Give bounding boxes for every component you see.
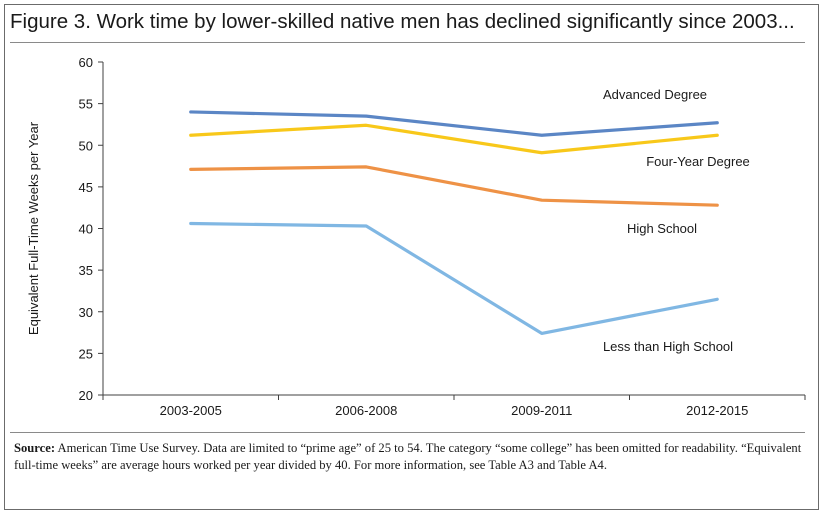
x-tick-label: 2006-2008	[335, 403, 397, 418]
source-divider	[10, 432, 805, 433]
y-tick-label: 55	[79, 97, 93, 112]
source-text: American Time Use Survey. Data are limit…	[14, 441, 802, 472]
series-label: Less than High School	[603, 339, 733, 354]
series-line-1	[189, 123, 719, 155]
series-label: Four-Year Degree	[646, 154, 750, 169]
source-note: Source: American Time Use Survey. Data a…	[14, 440, 804, 474]
x-tick-label: 2012-2015	[686, 403, 748, 418]
y-tick-label: 50	[79, 138, 93, 153]
series-line-2	[189, 165, 719, 207]
y-tick-label: 35	[79, 263, 93, 278]
series-line-3	[189, 221, 719, 335]
y-tick-label: 40	[79, 222, 93, 237]
source-label: Source:	[14, 441, 56, 455]
line-chart: 20 25 30 35 40 45 50 55 60 2003-2005 2006-2008 2009…	[26, 55, 806, 418]
series-label: High School	[627, 221, 697, 236]
x-tick-label: 2009-2011	[511, 403, 572, 418]
y-tick-label: 30	[79, 305, 93, 320]
series-label: Advanced Degree	[603, 87, 707, 102]
figure-title: Figure 3. Work time by lower-skilled nat…	[10, 10, 795, 33]
title-divider	[10, 42, 805, 43]
x-tick-label: 2003-2005	[160, 403, 222, 418]
y-axis-label: Equivalent Full-Time Weeks per Year	[26, 121, 41, 335]
series-line-0	[189, 110, 719, 137]
figure-frame	[4, 4, 819, 510]
y-tick-label: 45	[79, 180, 93, 195]
y-tick-label: 25	[79, 346, 93, 361]
y-tick-label: 60	[79, 55, 93, 70]
y-tick-label: 20	[79, 388, 93, 403]
